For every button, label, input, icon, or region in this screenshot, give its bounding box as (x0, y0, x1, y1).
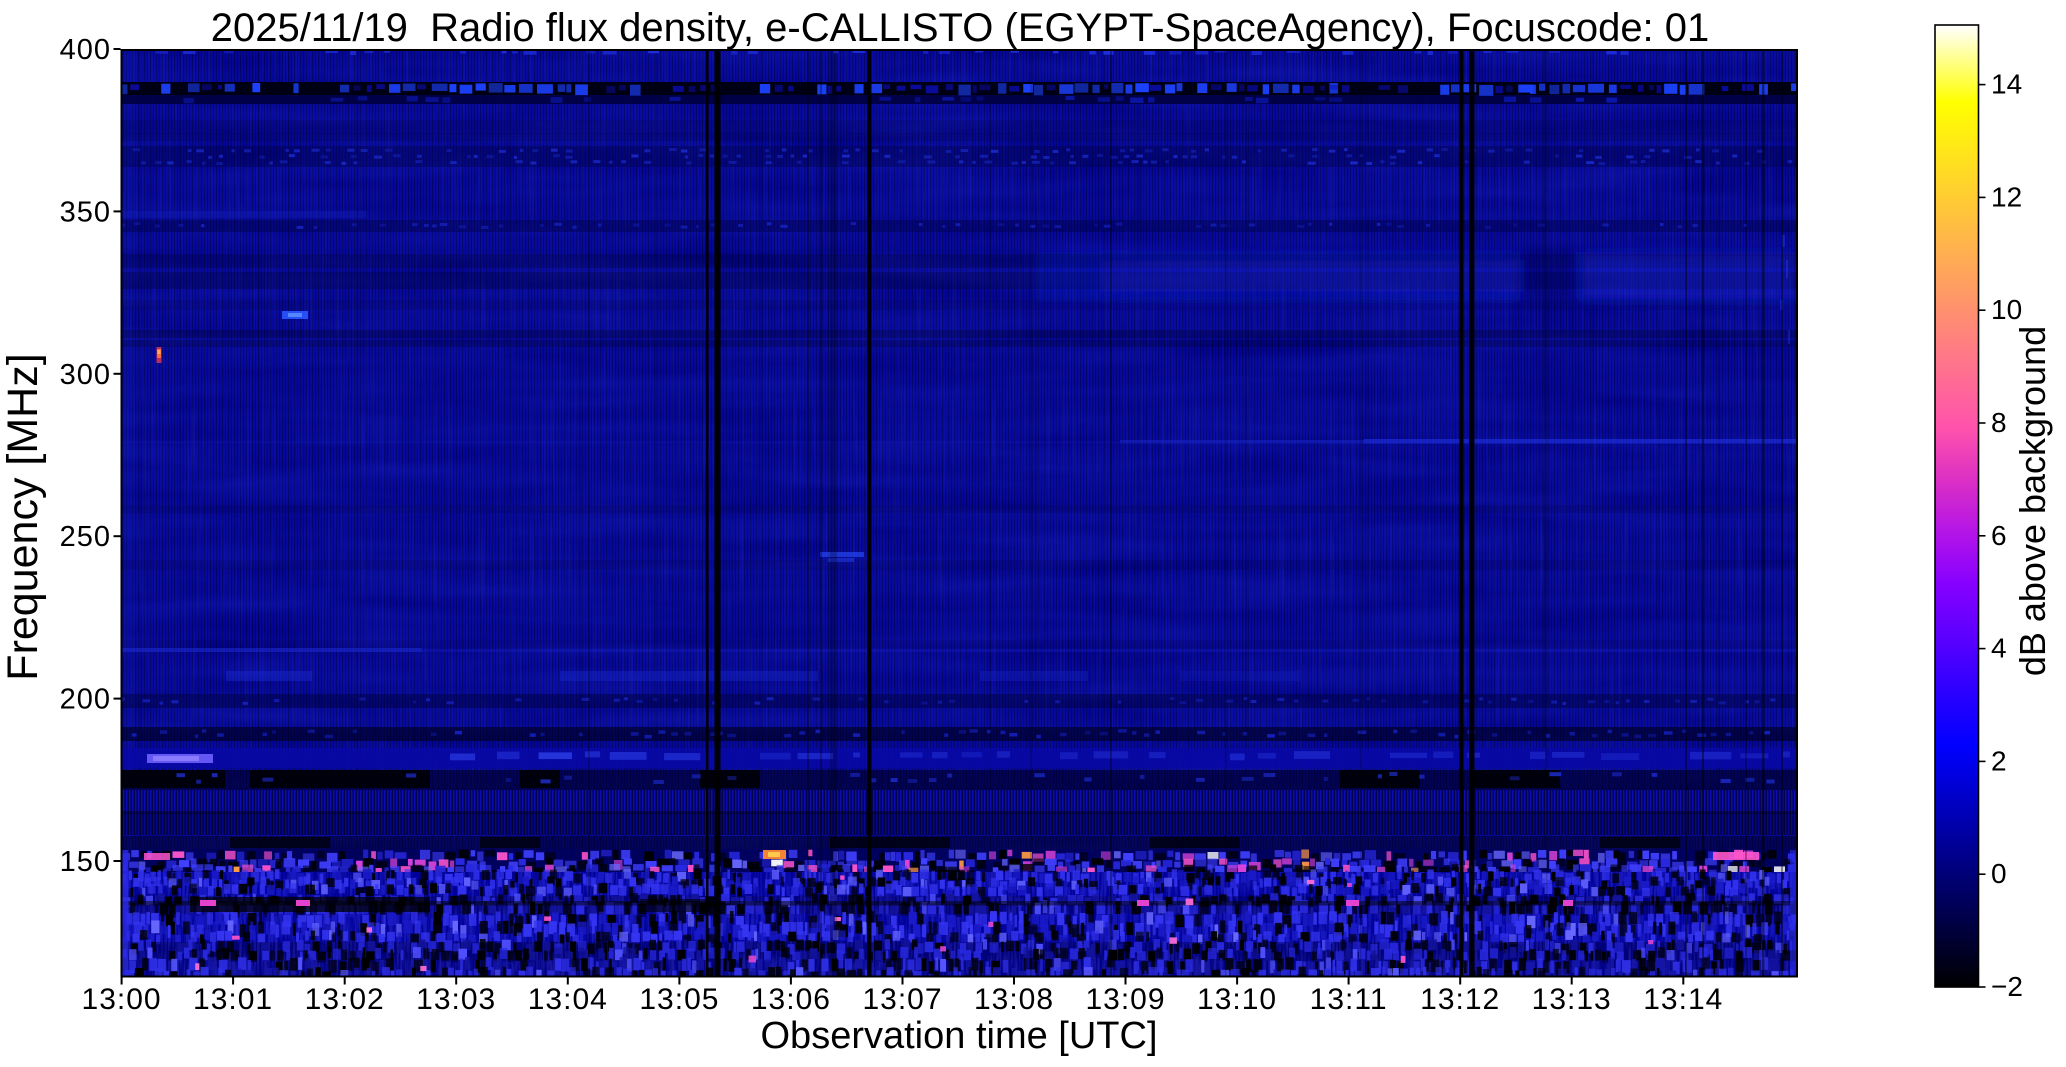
svg-text:0: 0 (1991, 858, 2007, 889)
svg-text:400: 400 (60, 34, 111, 66)
svg-text:2: 2 (1991, 745, 2007, 776)
svg-text:13:04: 13:04 (528, 983, 608, 1016)
svg-text:14: 14 (1991, 69, 2022, 100)
svg-text:13:07: 13:07 (862, 983, 942, 1016)
svg-text:200: 200 (60, 684, 111, 716)
svg-text:4: 4 (1991, 633, 2007, 664)
svg-text:13:06: 13:06 (751, 983, 831, 1016)
svg-text:12: 12 (1991, 181, 2022, 212)
svg-text:13:08: 13:08 (974, 983, 1054, 1016)
svg-text:13:11: 13:11 (1310, 983, 1388, 1016)
svg-text:13:12: 13:12 (1420, 983, 1500, 1016)
svg-text:Observation time [UTC]: Observation time [UTC] (761, 1015, 1158, 1057)
svg-text:dB above background: dB above background (2012, 326, 2053, 676)
svg-text:2025/11/19 Radio flux density: 2025/11/19 Radio flux density, e-CALLIST… (211, 6, 1710, 50)
svg-text:13:03: 13:03 (416, 983, 496, 1016)
svg-text:150: 150 (60, 846, 111, 878)
svg-text:8: 8 (1991, 407, 2007, 438)
svg-text:13:05: 13:05 (639, 983, 719, 1016)
svg-text:10: 10 (1991, 294, 2022, 325)
svg-text:13:01: 13:01 (193, 983, 273, 1016)
svg-text:13:14: 13:14 (1643, 983, 1723, 1016)
svg-text:300: 300 (60, 359, 111, 391)
svg-text:250: 250 (60, 521, 111, 553)
svg-text:Frequency [MHz]: Frequency [MHz] (0, 353, 47, 680)
svg-text:13:00: 13:00 (82, 983, 162, 1016)
svg-text:13:13: 13:13 (1532, 983, 1612, 1016)
svg-text:6: 6 (1991, 520, 2007, 551)
svg-text:−2: −2 (1991, 971, 2023, 1002)
svg-text:13:10: 13:10 (1197, 983, 1277, 1016)
svg-text:350: 350 (60, 196, 111, 228)
svg-text:13:09: 13:09 (1085, 983, 1165, 1016)
svg-text:13:02: 13:02 (305, 983, 385, 1016)
